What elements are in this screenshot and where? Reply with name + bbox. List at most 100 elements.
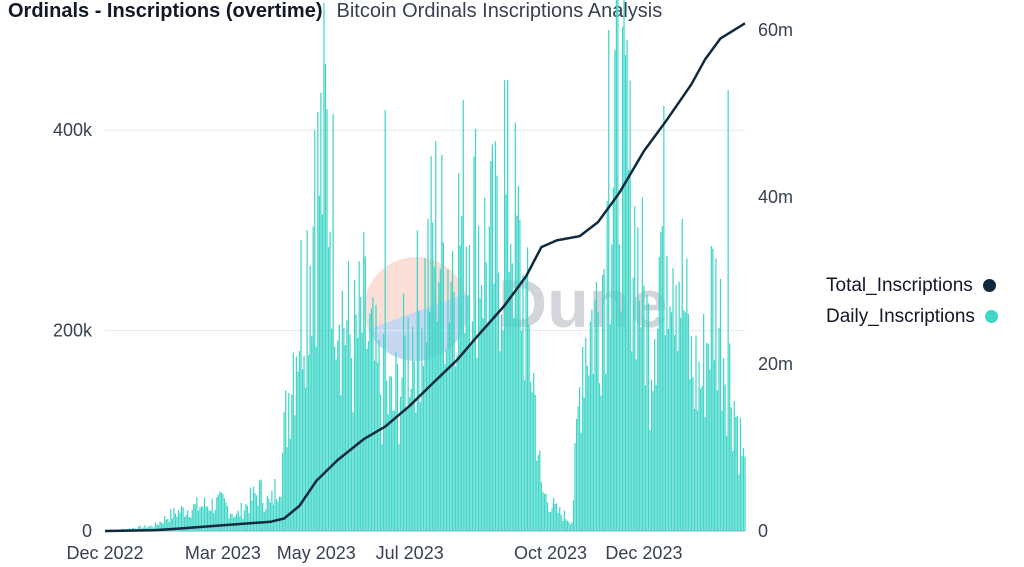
legend-item-total[interactable]: Total_Inscriptions [826, 270, 998, 301]
daily-bar [252, 486, 255, 531]
daily-bar [171, 518, 173, 531]
daily-bar [229, 513, 232, 531]
daily-bar [329, 231, 331, 531]
daily-bar [531, 392, 533, 531]
daily-bar [640, 327, 642, 531]
daily-bar [161, 522, 163, 531]
daily-bar [557, 512, 559, 531]
daily-bar [281, 452, 284, 531]
legend-dot-icon [984, 310, 998, 323]
legend-dot-icon [982, 279, 996, 292]
daily-bar [167, 518, 169, 531]
daily-bar [271, 490, 273, 531]
x-tick-label: Oct 2023 [514, 543, 587, 563]
daily-bar [190, 517, 192, 531]
daily-bar [425, 342, 428, 531]
daily-bar [318, 195, 320, 532]
daily-bar [600, 395, 602, 531]
daily-bar [450, 281, 452, 531]
daily-bar [615, 0, 617, 532]
legend-item-daily[interactable]: Daily_Inscriptions [826, 301, 998, 332]
daily-bar [701, 386, 703, 531]
daily-bar [341, 290, 343, 531]
daily-bar [583, 397, 585, 531]
daily-bar [678, 281, 680, 531]
daily-bar [712, 248, 714, 531]
daily-bar [637, 227, 639, 531]
daily-bar [715, 258, 717, 531]
daily-bar [591, 309, 593, 531]
daily-bar [216, 497, 218, 531]
daily-bar [352, 412, 354, 531]
x-tick-label: Jul 2023 [376, 543, 444, 563]
x-tick-label: Dec 2022 [66, 543, 143, 563]
daily-bar [744, 456, 746, 531]
daily-bar [703, 314, 705, 531]
daily-bar [500, 314, 503, 531]
daily-bar [479, 298, 481, 531]
daily-bar [680, 317, 682, 531]
daily-bar [451, 250, 454, 531]
daily-bar [343, 327, 345, 531]
daily-bar [510, 244, 512, 531]
daily-bar [689, 379, 691, 531]
daily-bar [572, 500, 575, 531]
daily-bar [185, 514, 187, 531]
daily-bar [644, 385, 647, 531]
chart-title: Ordinals - Inscriptions (overtime) [8, 0, 323, 22]
daily-bar [373, 360, 376, 531]
daily-bar [353, 280, 356, 531]
daily-bar [421, 327, 423, 531]
daily-bar [317, 111, 319, 532]
daily-bar [672, 268, 674, 531]
daily-bar [732, 451, 734, 531]
daily-bar [580, 432, 582, 531]
daily-bar [617, 0, 619, 532]
daily-bar [626, 40, 628, 532]
daily-bar [696, 410, 699, 531]
y-left-axis-ticks: 0 200k 400k [53, 120, 93, 541]
daily-bar [597, 312, 599, 531]
daily-bar [308, 354, 310, 531]
daily-bar [283, 412, 285, 531]
daily-bar [300, 240, 302, 531]
daily-bar [491, 144, 493, 531]
daily-bar [226, 506, 229, 531]
daily-bar [497, 272, 500, 531]
chart-subtitle: Bitcoin Ordinals Inscriptions Analysis [336, 0, 663, 22]
daily-bar [295, 356, 297, 531]
daily-bar [259, 480, 261, 531]
daily-bar [393, 410, 395, 531]
daily-bar [698, 361, 700, 531]
daily-bar [433, 266, 435, 531]
daily-bar [526, 247, 529, 532]
daily-bar [441, 154, 443, 531]
daily-bar [605, 373, 607, 531]
daily-bar [496, 175, 498, 531]
daily-bar [392, 410, 394, 531]
daily-bar [321, 214, 324, 531]
daily-bar [565, 518, 567, 531]
daily-bar [246, 505, 249, 531]
daily-bar [389, 376, 391, 531]
daily-bar [716, 390, 719, 531]
daily-bar [462, 100, 464, 531]
x-tick-label: Mar 2023 [185, 543, 261, 563]
daily-bar [292, 352, 294, 531]
daily-bar [470, 345, 472, 531]
daily-bar [383, 333, 385, 531]
daily-bar [358, 261, 360, 531]
daily-bar [595, 282, 598, 531]
x-axis-ticks: Dec 2022 Mar 2023 May 2023 Jul 2023 Oct 2023… [66, 543, 682, 563]
daily-bar [324, 63, 327, 532]
daily-bar [493, 283, 495, 531]
daily-bar [395, 352, 397, 531]
daily-bar [730, 407, 732, 531]
y-left-tick-label: 200k [53, 321, 93, 341]
daily-bar [410, 388, 412, 531]
daily-bar [435, 141, 437, 531]
daily-bar [641, 197, 644, 531]
daily-bar [726, 435, 728, 531]
daily-bar [255, 495, 258, 531]
daily-bar [654, 339, 656, 531]
